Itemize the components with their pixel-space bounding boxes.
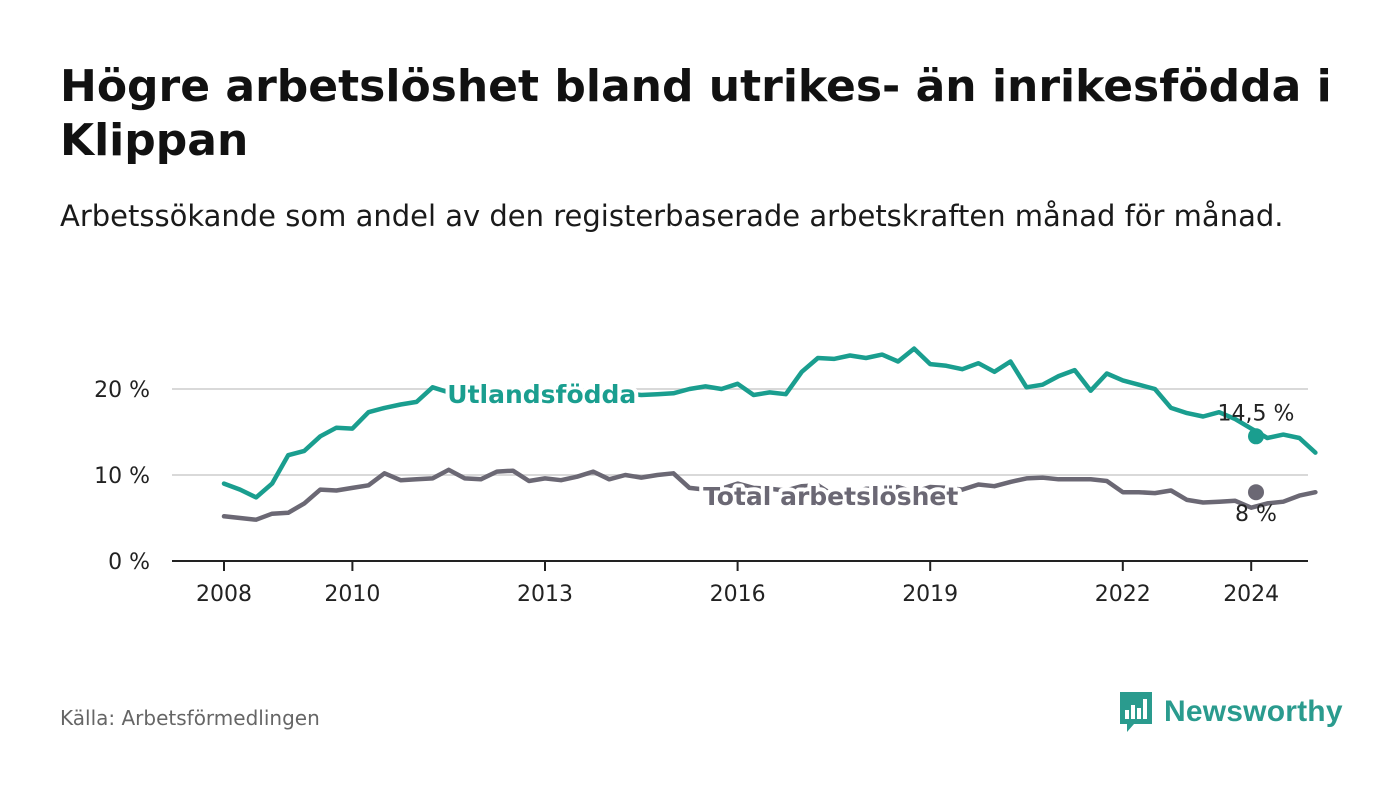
newsworthy-logo: Newsworthy [1118,690,1343,734]
series-lines [221,346,1318,522]
series-label: Utlandsfödda [447,380,636,409]
x-tick-label: 2008 [196,582,252,607]
x-tick-label: 2010 [324,582,380,607]
series-label-halo: Utlandsfödda [447,380,636,409]
series-line-total [221,467,1318,522]
y-tick-label: 20 % [94,378,150,403]
series-label-halo: Total arbetslöshet [703,482,958,511]
end-markers: 14,5 % 8 % [1218,401,1295,527]
y-tick-label: 10 % [94,464,150,489]
series-line-utlandsfodda [221,346,1318,500]
y-tick-label: 0 % [108,550,150,575]
end-value-label: 14,5 % [1218,401,1295,426]
end-point-marker [1248,484,1264,501]
x-tick-label: 2019 [902,582,958,607]
source-note: Källa: Arbetsförmedlingen [60,706,320,730]
end-value-label: 8 % [1235,502,1277,527]
y-axis-ticks: 0 % 10 % 20 % [94,378,150,575]
x-tick-label: 2013 [517,582,573,607]
x-tick-label: 2024 [1223,582,1279,607]
series-label: Total arbetslöshet [703,482,958,511]
chart-title: Högre arbetslöshet bland utrikes- än inr… [60,61,1332,166]
x-axis-ticks: 2008 2010 2013 2016 2019 2022 2024 [196,561,1279,607]
newsworthy-chart-bubble-icon [1120,692,1152,732]
end-point-marker [1248,428,1264,445]
gridlines [172,388,1308,562]
x-tick-label: 2016 [710,582,766,607]
chart-subtitle: Arbetssökande som andel av den registerb… [60,199,1284,233]
logo-text: Newsworthy [1164,695,1343,728]
x-tick-label: 2022 [1095,582,1151,607]
